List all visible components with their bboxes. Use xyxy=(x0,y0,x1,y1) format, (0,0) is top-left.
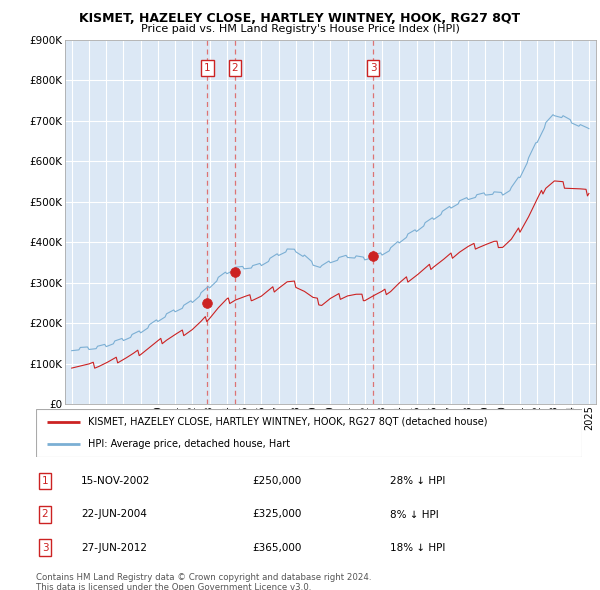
Text: 18% ↓ HPI: 18% ↓ HPI xyxy=(390,543,445,552)
Text: 1: 1 xyxy=(204,63,211,73)
Text: 1: 1 xyxy=(41,476,49,486)
Text: 28% ↓ HPI: 28% ↓ HPI xyxy=(390,476,445,486)
Text: 2: 2 xyxy=(41,510,49,519)
Text: KISMET, HAZELEY CLOSE, HARTLEY WINTNEY, HOOK, RG27 8QT (detached house): KISMET, HAZELEY CLOSE, HARTLEY WINTNEY, … xyxy=(88,417,487,427)
Text: £250,000: £250,000 xyxy=(252,476,301,486)
Text: 22-JUN-2004: 22-JUN-2004 xyxy=(81,510,147,519)
Text: 3: 3 xyxy=(41,543,49,552)
Text: Price paid vs. HM Land Registry's House Price Index (HPI): Price paid vs. HM Land Registry's House … xyxy=(140,24,460,34)
Text: This data is licensed under the Open Government Licence v3.0.: This data is licensed under the Open Gov… xyxy=(36,583,311,590)
Text: £325,000: £325,000 xyxy=(252,510,301,519)
Text: 27-JUN-2012: 27-JUN-2012 xyxy=(81,543,147,552)
Text: HPI: Average price, detached house, Hart: HPI: Average price, detached house, Hart xyxy=(88,439,290,449)
Text: 2: 2 xyxy=(232,63,238,73)
Text: 3: 3 xyxy=(370,63,376,73)
Text: £365,000: £365,000 xyxy=(252,543,301,552)
Text: KISMET, HAZELEY CLOSE, HARTLEY WINTNEY, HOOK, RG27 8QT: KISMET, HAZELEY CLOSE, HARTLEY WINTNEY, … xyxy=(79,12,521,25)
Text: Contains HM Land Registry data © Crown copyright and database right 2024.: Contains HM Land Registry data © Crown c… xyxy=(36,573,371,582)
Text: 8% ↓ HPI: 8% ↓ HPI xyxy=(390,510,439,519)
Text: 15-NOV-2002: 15-NOV-2002 xyxy=(81,476,151,486)
